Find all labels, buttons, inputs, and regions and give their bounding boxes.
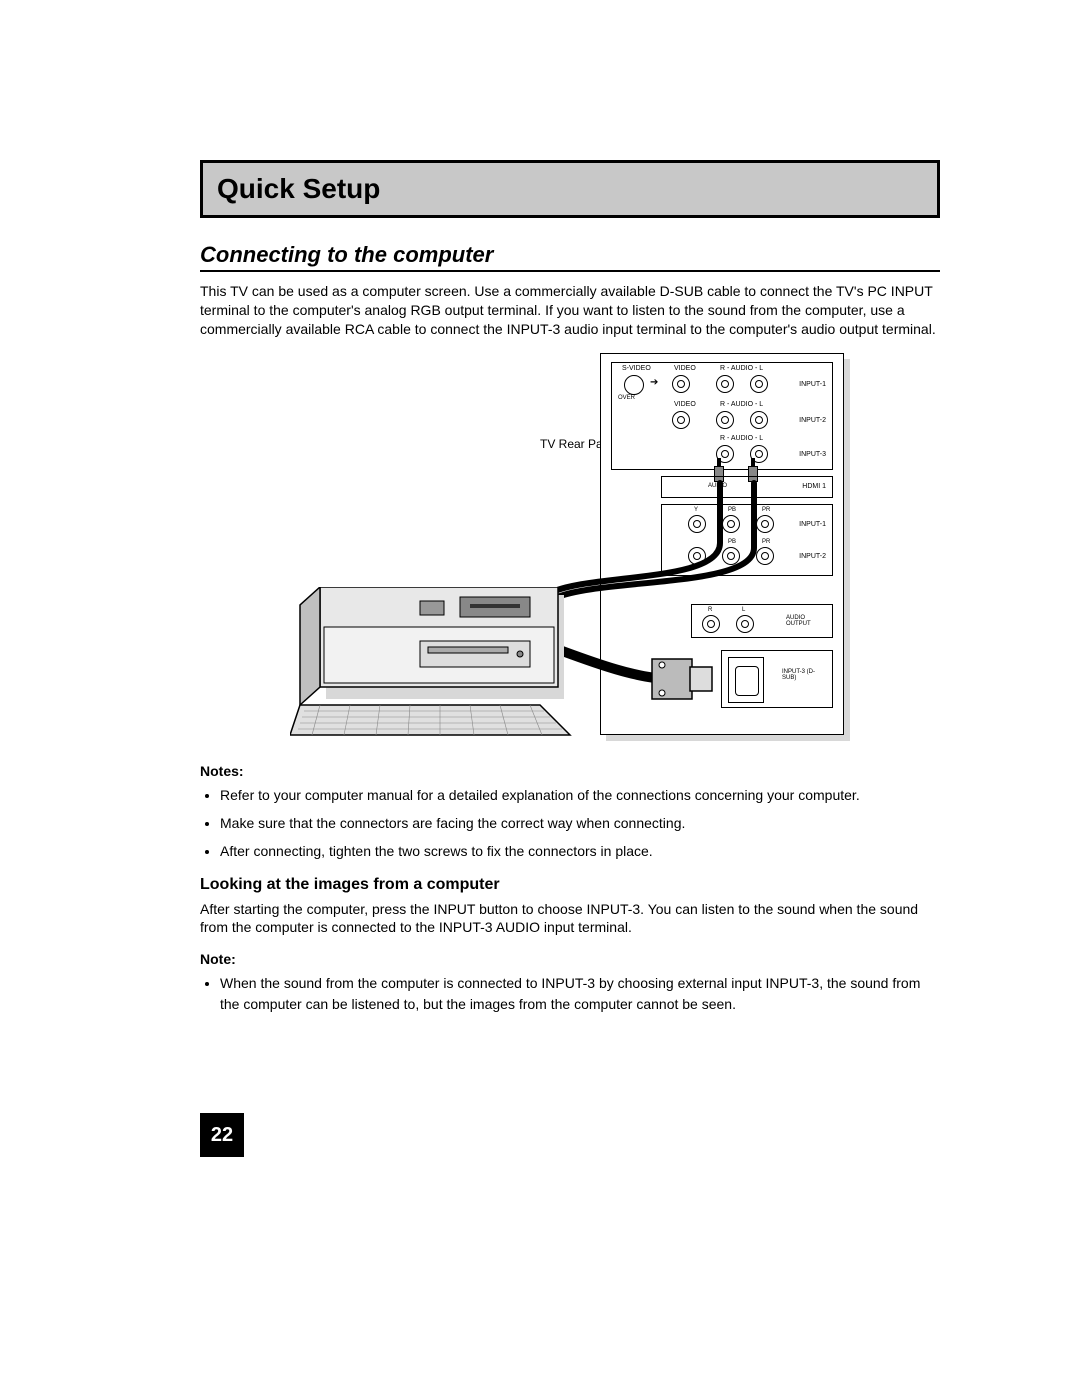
connection-diagram: TV Rear Panel S-VIDEO VIDEO R - AUDIO - … — [290, 353, 850, 753]
notes-heading-1: Notes: — [200, 763, 940, 779]
chapter-title: Quick Setup — [217, 173, 923, 205]
label-over: OVER — [618, 395, 635, 401]
label-input3-a: INPUT-3 — [799, 451, 826, 458]
pr-jack-1 — [756, 515, 774, 533]
label-svideo: S-VIDEO — [622, 365, 651, 372]
audio-out-r — [702, 615, 720, 633]
manual-page: Quick Setup Connecting to the computer T… — [0, 0, 1080, 1397]
note-item: Refer to your computer manual for a deta… — [220, 785, 940, 805]
note-item: When the sound from the computer is conn… — [220, 973, 940, 1014]
label-audio-output: AUDIO OUTPUT — [786, 615, 826, 627]
section-title: Connecting to the computer — [200, 242, 940, 268]
video-jack-2 — [672, 411, 690, 429]
tv-rear-panel: S-VIDEO VIDEO R - AUDIO - L ➔ INPUT-1 OV… — [600, 353, 844, 735]
label-input3-dsub: INPUT-3 (D-SUB) — [782, 669, 826, 681]
chapter-title-box: Quick Setup — [200, 160, 940, 218]
pb-jack-2 — [722, 547, 740, 565]
notes-list-1: Refer to your computer manual for a deta… — [200, 785, 940, 862]
page-number: 22 — [200, 1113, 244, 1157]
audio-r-jack-2 — [716, 411, 734, 429]
audio-out-l — [736, 615, 754, 633]
svideo-jack — [624, 375, 644, 395]
y-jack-2 — [688, 547, 706, 565]
audio-l-jack-2 — [750, 411, 768, 429]
label-video-2: VIDEO — [674, 401, 696, 408]
arrow-icon: ➔ — [650, 377, 658, 388]
sub-heading: Looking at the images from a computer — [200, 876, 940, 894]
sub-paragraph: After starting the computer, press the I… — [200, 900, 940, 938]
label-r-audio-l-1: R - AUDIO - L — [720, 365, 763, 372]
label-input1-a: INPUT-1 — [799, 381, 826, 388]
intro-paragraph: This TV can be used as a computer screen… — [200, 282, 940, 339]
label-audio: AUDIO — [708, 483, 727, 489]
computer-illustration — [290, 587, 590, 737]
label-pb-2: PB — [728, 539, 736, 545]
audio-l-jack-1 — [750, 375, 768, 393]
label-input2-a: INPUT-2 — [799, 417, 826, 424]
audio-r-jack-1 — [716, 375, 734, 393]
label-input2-b: INPUT-2 — [799, 553, 826, 560]
label-pr-1: PR — [762, 507, 770, 513]
label-video: VIDEO — [674, 365, 696, 372]
label-r-audio-l-2: R - AUDIO - L — [720, 401, 763, 408]
label-r: R — [708, 607, 712, 613]
label-pb-1: PB — [728, 507, 736, 513]
pr-jack-2 — [756, 547, 774, 565]
pb-jack-1 — [722, 515, 740, 533]
y-jack-1 — [688, 515, 706, 533]
section-rule — [200, 270, 940, 272]
video-jack-1 — [672, 375, 690, 393]
label-l: L — [742, 607, 745, 613]
label-input1-b: INPUT-1 — [799, 521, 826, 528]
note-item: After connecting, tighten the two screws… — [220, 841, 940, 861]
label-r-audio-l-3: R - AUDIO - L — [720, 435, 763, 442]
label-y: Y — [694, 507, 698, 513]
notes-heading-2: Note: — [200, 951, 940, 967]
label-hdmi1: HDMI 1 — [802, 483, 826, 490]
notes-list-2: When the sound from the computer is conn… — [200, 973, 940, 1014]
label-pr-2: PR — [762, 539, 770, 545]
note-item: Make sure that the connectors are facing… — [220, 813, 940, 833]
